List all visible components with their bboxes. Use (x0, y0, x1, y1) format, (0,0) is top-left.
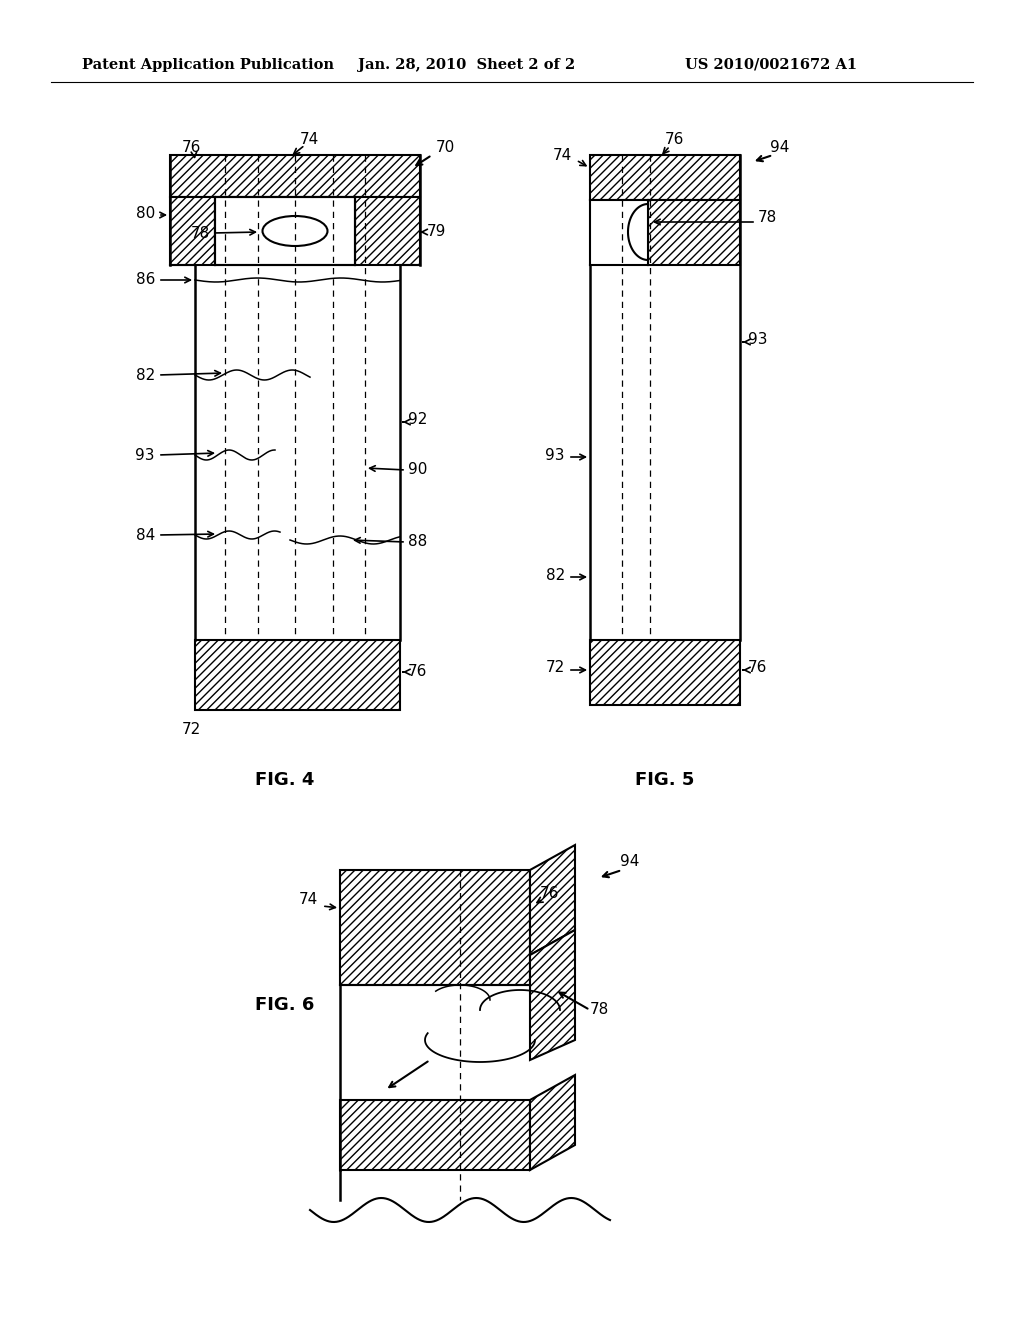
Text: 90: 90 (408, 462, 427, 478)
Text: 78: 78 (190, 226, 210, 240)
Text: 82: 82 (546, 568, 565, 582)
Text: 76: 76 (748, 660, 767, 676)
Bar (170, 154, 420, 197)
Text: 74: 74 (553, 148, 572, 162)
Text: 93: 93 (748, 333, 768, 347)
Bar (590, 640, 740, 705)
Text: 76: 76 (540, 886, 559, 900)
Text: FIG. 6: FIG. 6 (255, 997, 314, 1014)
Bar (590, 201, 648, 265)
Text: Patent Application Publication: Patent Application Publication (82, 58, 334, 73)
Text: 80: 80 (136, 206, 155, 220)
Bar (340, 870, 530, 985)
Bar (215, 197, 355, 265)
Text: 94: 94 (770, 140, 790, 154)
Text: 76: 76 (665, 132, 684, 148)
Text: 78: 78 (758, 210, 777, 226)
Bar (590, 640, 740, 705)
Text: 86: 86 (135, 272, 155, 288)
Text: FIG. 5: FIG. 5 (635, 771, 694, 789)
Polygon shape (530, 931, 575, 1060)
Ellipse shape (262, 216, 328, 246)
Text: US 2010/0021672 A1: US 2010/0021672 A1 (685, 58, 857, 73)
Text: 92: 92 (408, 412, 427, 428)
Polygon shape (530, 1074, 575, 1170)
Bar (648, 201, 740, 265)
Text: 72: 72 (546, 660, 565, 676)
Bar (195, 640, 400, 710)
Text: 76: 76 (182, 140, 202, 154)
Polygon shape (530, 845, 575, 954)
Text: 76: 76 (408, 664, 427, 680)
Bar (170, 197, 215, 265)
Text: 93: 93 (546, 447, 565, 462)
Bar (170, 154, 420, 197)
Text: 74: 74 (299, 892, 318, 908)
Bar (340, 1100, 530, 1170)
Bar (340, 870, 530, 985)
Bar (590, 154, 740, 201)
Text: 82: 82 (136, 367, 155, 383)
Text: 78: 78 (590, 1002, 609, 1018)
Text: 74: 74 (300, 132, 319, 148)
Text: 84: 84 (136, 528, 155, 543)
Text: Jan. 28, 2010  Sheet 2 of 2: Jan. 28, 2010 Sheet 2 of 2 (358, 58, 575, 73)
Text: 94: 94 (620, 854, 639, 870)
Text: 88: 88 (408, 535, 427, 549)
Bar (590, 154, 740, 201)
Bar (355, 197, 420, 265)
Bar (195, 640, 400, 710)
Text: 72: 72 (182, 722, 202, 738)
Bar (648, 201, 740, 265)
Text: 79: 79 (427, 224, 446, 239)
Bar (340, 1100, 530, 1170)
Bar (355, 197, 420, 265)
Bar (170, 197, 215, 265)
Text: 70: 70 (436, 140, 456, 154)
Text: FIG. 4: FIG. 4 (255, 771, 314, 789)
Bar (215, 197, 355, 265)
Text: 93: 93 (135, 447, 155, 462)
